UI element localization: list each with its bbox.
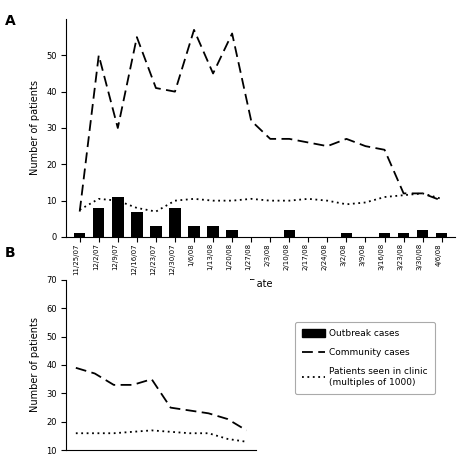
Bar (112, 197, 124, 237)
X-axis label: Date: Date (249, 279, 273, 289)
Bar (131, 211, 143, 237)
Bar (398, 233, 410, 237)
Bar (379, 233, 390, 237)
Bar (169, 208, 181, 237)
Text: B: B (5, 246, 15, 261)
Bar (150, 226, 162, 237)
Y-axis label: Number of patients: Number of patients (30, 81, 40, 175)
Bar (436, 233, 447, 237)
Bar (207, 226, 219, 237)
Bar (341, 233, 352, 237)
Text: A: A (5, 14, 16, 28)
Bar (227, 230, 238, 237)
Bar (93, 208, 104, 237)
Bar (417, 230, 428, 237)
Y-axis label: Number of patients: Number of patients (30, 318, 40, 412)
Bar (283, 230, 295, 237)
Legend: Outbreak cases, Community cases, Patients seen in clinic
(multiples of 1000): Outbreak cases, Community cases, Patient… (295, 322, 435, 394)
Bar (188, 226, 200, 237)
Bar (74, 233, 85, 237)
